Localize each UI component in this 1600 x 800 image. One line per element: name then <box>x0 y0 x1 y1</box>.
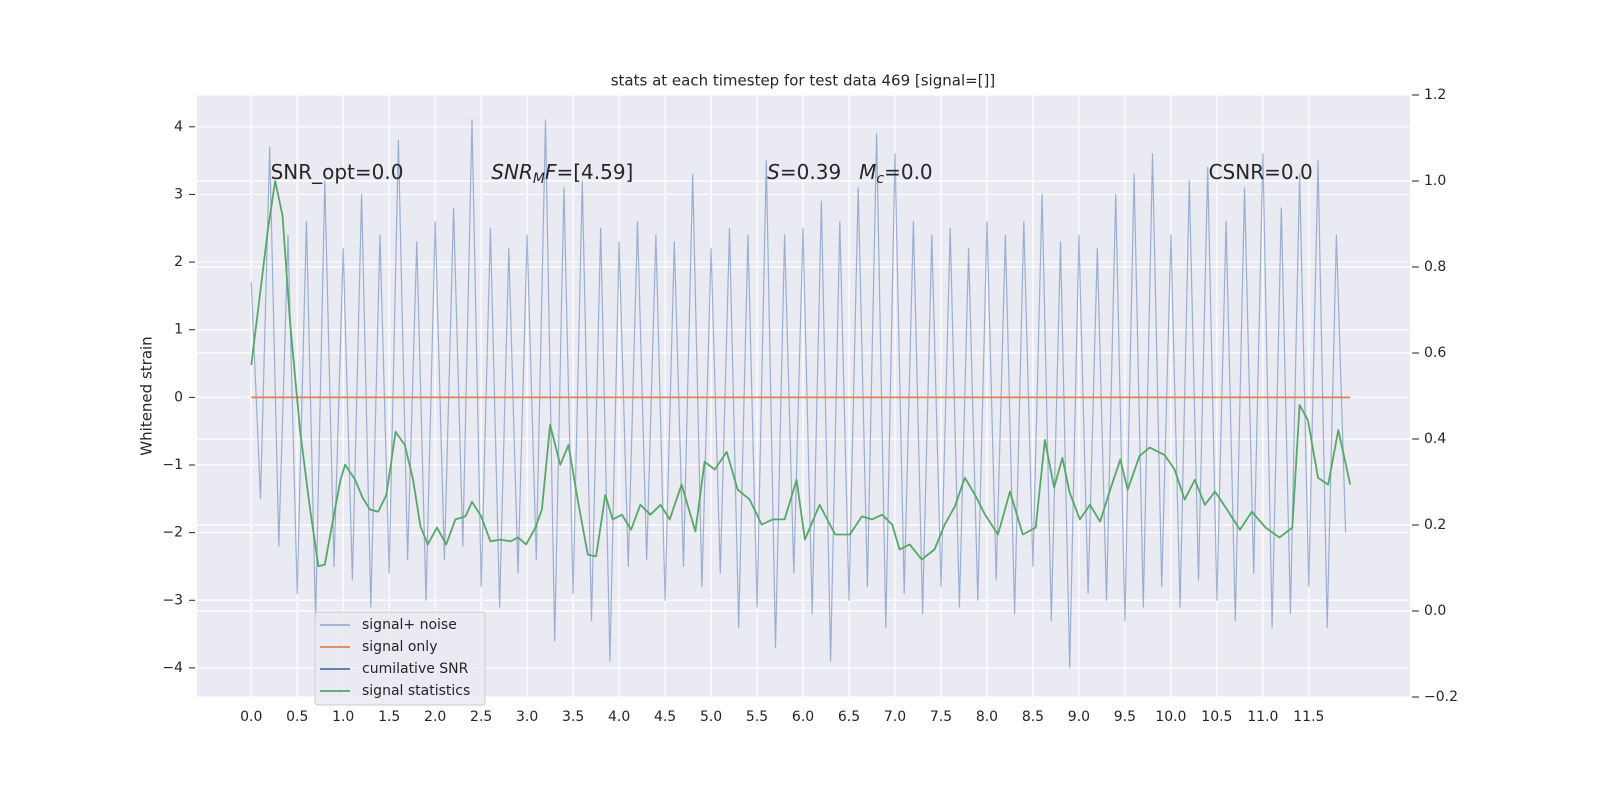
series-line <box>250 119 1347 669</box>
x-tick-label: 8.0 <box>976 709 998 725</box>
x-tick-label: 8.5 <box>1022 709 1044 725</box>
y-tick-label: 4 <box>174 119 183 135</box>
annotation-part: =0.0 <box>884 159 933 183</box>
y-tick-label: 3 <box>174 186 183 202</box>
y-tick-label: −2 <box>162 525 183 541</box>
x-tick-label: 1.0 <box>332 709 354 725</box>
chart-title: stats at each timestep for test data 469… <box>611 72 996 90</box>
annotation-part: S <box>767 159 780 183</box>
legend-label: signal only <box>362 639 437 655</box>
y-tick-label: 0 <box>174 389 183 405</box>
y-tick-label: 1 <box>174 322 183 338</box>
annotation-part: F <box>545 159 557 183</box>
annotation-part: =0.39 <box>780 159 841 183</box>
y2-tick-label: 1.2 <box>1424 87 1446 103</box>
annotation-part: =[4.59] <box>556 159 633 183</box>
x-tick-label: 4.0 <box>608 709 630 725</box>
annotation: SNRMF=[4.59] <box>491 159 633 187</box>
x-tick-label: 10.0 <box>1155 709 1186 725</box>
annotation: Mc=0.0 <box>859 159 933 187</box>
legend-label: cumilative SNR <box>362 661 469 677</box>
x-tick-label: 6.0 <box>792 709 814 725</box>
annotation-part: M <box>859 159 876 183</box>
y-tick-label: 2 <box>174 254 183 270</box>
y2-tick-label: 0.2 <box>1424 517 1446 533</box>
annotation: SNR_opt=0.0 <box>271 159 404 183</box>
x-tick-label: 0.0 <box>240 709 262 725</box>
x-tick-label: 5.0 <box>700 709 722 725</box>
legend-label: signal+ noise <box>362 617 457 633</box>
y-tick-label: −1 <box>162 457 183 473</box>
annotation: S=0.39 <box>767 159 841 183</box>
y-tick-label: −3 <box>162 592 183 608</box>
y-tick-label: −4 <box>162 660 183 676</box>
annotation-part: SNR <box>491 159 533 183</box>
y2-tick-label: 0.4 <box>1424 431 1446 447</box>
y2-tick-label: 0.6 <box>1424 345 1446 361</box>
y2-tick-label: 0.0 <box>1424 603 1446 619</box>
y-axis-label: Whitened strain <box>138 336 156 455</box>
series-line <box>250 180 1352 568</box>
x-tick-label: 3.0 <box>516 709 538 725</box>
x-tick-label: 2.5 <box>470 709 492 725</box>
annotation-part: M <box>533 171 545 187</box>
x-tick-label: 7.0 <box>884 709 906 725</box>
annotation: CSNR=0.0 <box>1209 159 1313 183</box>
x-tick-label: 9.5 <box>1114 709 1136 725</box>
x-tick-label: 3.5 <box>562 709 584 725</box>
annotation-part: CSNR=0.0 <box>1209 159 1313 183</box>
y2-tick-label: −0.2 <box>1424 689 1458 705</box>
x-tick-label: 0.5 <box>286 709 308 725</box>
x-tick-label: 4.5 <box>654 709 676 725</box>
x-tick-label: 5.5 <box>746 709 768 725</box>
x-tick-label: 7.5 <box>930 709 952 725</box>
y2-tick-label: 0.8 <box>1424 259 1446 275</box>
annotation-part: c <box>876 171 884 187</box>
x-tick-label: 11.5 <box>1293 709 1324 725</box>
x-tick-label: 6.5 <box>838 709 860 725</box>
y2-tick-label: 1.0 <box>1424 173 1446 189</box>
x-tick-label: 9.0 <box>1068 709 1090 725</box>
legend-label: signal statistics <box>362 683 470 699</box>
x-tick-label: 2.0 <box>424 709 446 725</box>
x-tick-label: 10.5 <box>1201 709 1232 725</box>
legend-box <box>314 611 486 706</box>
x-tick-label: 1.5 <box>378 709 400 725</box>
annotation-part: SNR_opt=0.0 <box>271 159 404 183</box>
x-tick-label: 11.0 <box>1247 709 1278 725</box>
